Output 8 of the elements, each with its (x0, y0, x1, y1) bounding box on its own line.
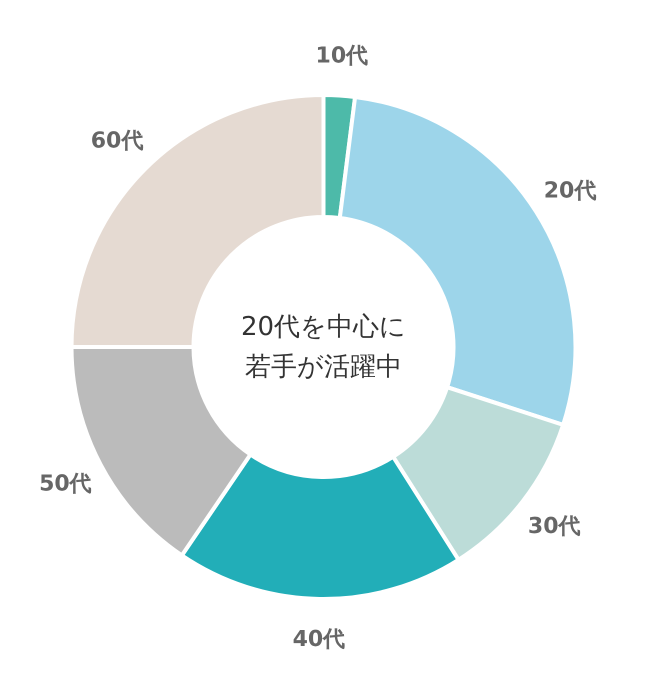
slice-label: 30代 (528, 514, 581, 539)
slice-label: 10代 (316, 44, 368, 69)
slice-label: 50代 (39, 472, 92, 497)
slice-label: 60代 (90, 128, 144, 154)
text: 20代を中心に (240, 312, 406, 342)
slice-label: 20代 (544, 178, 596, 204)
slice-label: 40代 (292, 626, 346, 652)
text: 若手が活躍中 (245, 352, 402, 382)
